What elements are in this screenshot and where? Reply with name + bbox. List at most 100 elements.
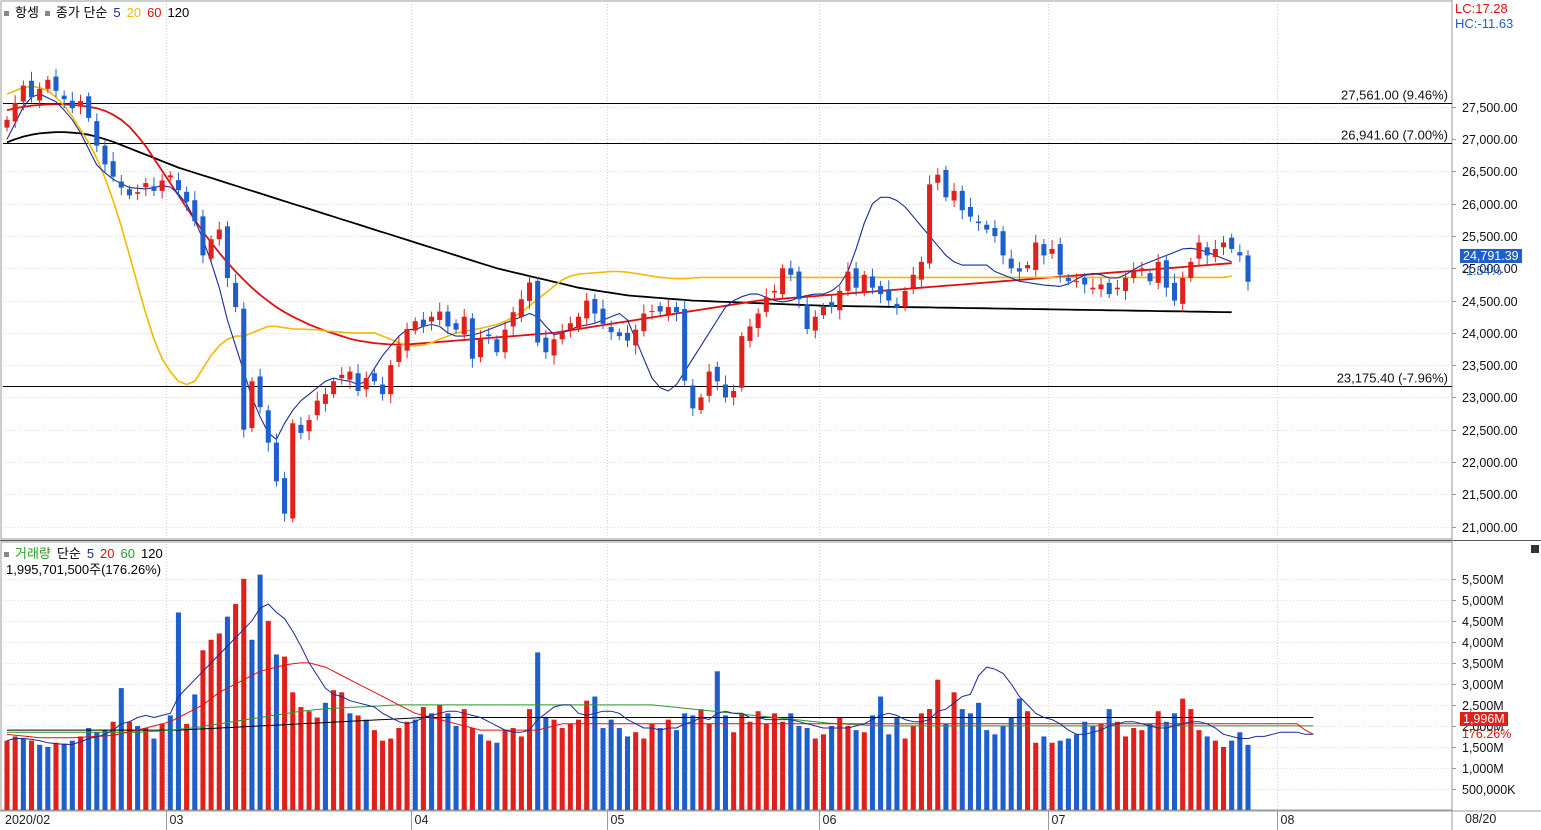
x-tick-label: 03 <box>170 813 184 827</box>
x-tick-label: 04 <box>415 813 429 827</box>
volume-bar <box>282 656 288 810</box>
volume-title[interactable]: 거래량 <box>15 546 51 561</box>
volume-bar <box>241 578 247 810</box>
candle-body <box>657 306 663 312</box>
volume-bar <box>53 742 59 810</box>
volume-legend: 거래량 단순 5 20 60 120 <box>4 543 169 562</box>
candle-body <box>126 189 132 196</box>
ma120-line <box>6 131 1232 314</box>
volume-bar <box>1123 736 1129 810</box>
candle-body <box>886 289 892 301</box>
x-tick-label: 07 <box>1052 813 1066 827</box>
volume-bar <box>192 694 198 810</box>
candle-body <box>820 307 826 316</box>
lc-value: LC:17.28 <box>1455 1 1508 16</box>
volume-bar <box>804 728 810 810</box>
candle-body <box>77 101 84 107</box>
volume-bar <box>159 723 165 810</box>
volume-bar <box>1229 740 1235 810</box>
legend-square-icon <box>44 11 50 17</box>
volume-bar <box>20 738 26 810</box>
volume-bar <box>1074 734 1080 810</box>
volume-bar <box>135 725 141 810</box>
candle-body <box>437 311 443 320</box>
ma-legend-label[interactable]: 종가 단순 <box>55 5 108 20</box>
volume-moving-averages <box>6 603 1314 745</box>
panel-collapse-icon[interactable] <box>1531 545 1539 553</box>
ma60-legend[interactable]: 60 <box>147 5 162 20</box>
volume-ma-label[interactable]: 단순 <box>56 546 81 561</box>
volume-bar <box>257 574 263 810</box>
candle-body <box>1155 261 1161 283</box>
candle-body <box>257 376 263 408</box>
volume-bar <box>175 612 181 810</box>
vol-ma20-legend[interactable]: 20 <box>100 546 115 561</box>
volume-bar <box>404 721 410 810</box>
candle-body <box>494 339 500 353</box>
candle-body <box>478 339 484 358</box>
ma5-legend[interactable]: 5 <box>113 5 121 20</box>
candle-body <box>861 274 867 293</box>
volume-bar <box>388 738 394 810</box>
volume-tick-label: 4,000M <box>1462 636 1504 650</box>
candle-body <box>543 337 549 353</box>
candle-body <box>1114 287 1120 290</box>
volume-bar <box>984 730 990 810</box>
candle-body <box>918 261 924 280</box>
candle-body <box>624 332 631 341</box>
volume-bar <box>976 702 982 810</box>
volume-tick-label: 3,000M <box>1462 678 1504 692</box>
vol-ma5-legend[interactable]: 5 <box>86 546 95 561</box>
candle-body <box>282 478 288 514</box>
ma20-legend[interactable]: 20 <box>126 5 142 20</box>
legend-square-icon <box>4 552 9 558</box>
ma120-legend[interactable]: 120 <box>167 5 190 20</box>
volume-bar <box>927 709 933 810</box>
volume-bar <box>224 616 230 810</box>
volume-bar <box>143 728 149 810</box>
price-legend: 항셍 종가 단순 5 20 60 120 <box>4 2 195 21</box>
volume-bar <box>249 639 255 810</box>
volume-bar <box>12 736 18 810</box>
candle-body <box>28 80 35 98</box>
volume-tick-label: 5,500M <box>1462 573 1504 587</box>
vol-ma60-legend[interactable]: 60 <box>120 546 135 561</box>
candle-body <box>429 316 435 322</box>
candle-body <box>641 313 647 332</box>
vol-ma120-legend[interactable]: 120 <box>140 546 163 561</box>
volume-bar <box>355 715 361 810</box>
candle-body <box>61 95 67 100</box>
volume-bar <box>151 738 157 810</box>
candle-body <box>853 268 859 288</box>
candle-body <box>1229 237 1235 249</box>
volume-bar <box>992 734 998 810</box>
candle-body <box>298 424 304 433</box>
candle-body <box>510 312 516 327</box>
candle-body <box>37 88 43 101</box>
volume-bar <box>869 715 875 810</box>
candle-body <box>1057 244 1063 275</box>
volume-bar <box>478 734 484 810</box>
volume-bar <box>61 743 67 810</box>
volume-bar <box>633 732 639 810</box>
volume-bar <box>1212 740 1218 810</box>
candlesticks <box>4 68 1251 523</box>
candle-body <box>551 339 557 356</box>
volume-bar <box>86 728 92 810</box>
volume-bar <box>1016 698 1022 810</box>
candle-body <box>526 282 533 301</box>
volume-bar <box>445 713 451 810</box>
candle-body <box>208 239 214 259</box>
candle-body <box>396 345 402 362</box>
candle-body <box>445 311 451 327</box>
volume-bar <box>837 717 843 810</box>
candle-body <box>592 298 598 314</box>
candle-body <box>265 410 271 443</box>
instrument-name[interactable]: 항셍 <box>15 5 39 20</box>
volume-bar <box>77 736 84 810</box>
candle-body <box>135 192 141 194</box>
volume-ma20-line <box>6 662 1314 739</box>
candle-body <box>992 227 998 237</box>
candle-body <box>665 307 671 315</box>
